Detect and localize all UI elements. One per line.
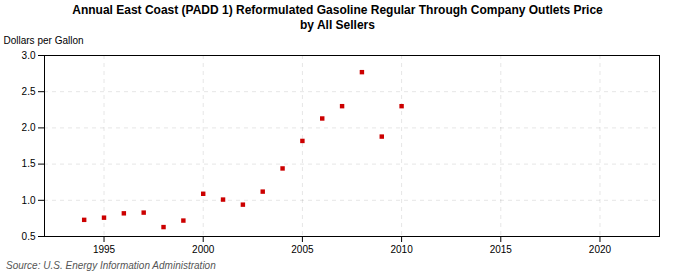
svg-text:1.5: 1.5 bbox=[22, 158, 36, 169]
svg-text:2005: 2005 bbox=[291, 244, 314, 255]
svg-text:1995: 1995 bbox=[93, 244, 116, 255]
svg-text:2000: 2000 bbox=[192, 244, 215, 255]
svg-text:2.5: 2.5 bbox=[22, 86, 36, 97]
svg-text:2015: 2015 bbox=[490, 244, 513, 255]
html-text:Source: U.S. Energy Informatio: Source: U.S. Energy Information Administ… bbox=[6, 260, 216, 271]
svg-text:2010: 2010 bbox=[390, 244, 413, 255]
html-text:Annual East Coast (PADD 1) Ref: Annual East Coast (PADD 1) Reformulated … bbox=[72, 3, 603, 32]
svg-text:1.0: 1.0 bbox=[22, 195, 36, 206]
svg-text:2020: 2020 bbox=[589, 244, 612, 255]
svg-text:3.0: 3.0 bbox=[22, 50, 36, 61]
svg-text:0.5: 0.5 bbox=[22, 231, 36, 242]
svg-text:Dollars per Gallon: Dollars per Gallon bbox=[4, 35, 84, 46]
svg-text:2.0: 2.0 bbox=[22, 122, 36, 133]
